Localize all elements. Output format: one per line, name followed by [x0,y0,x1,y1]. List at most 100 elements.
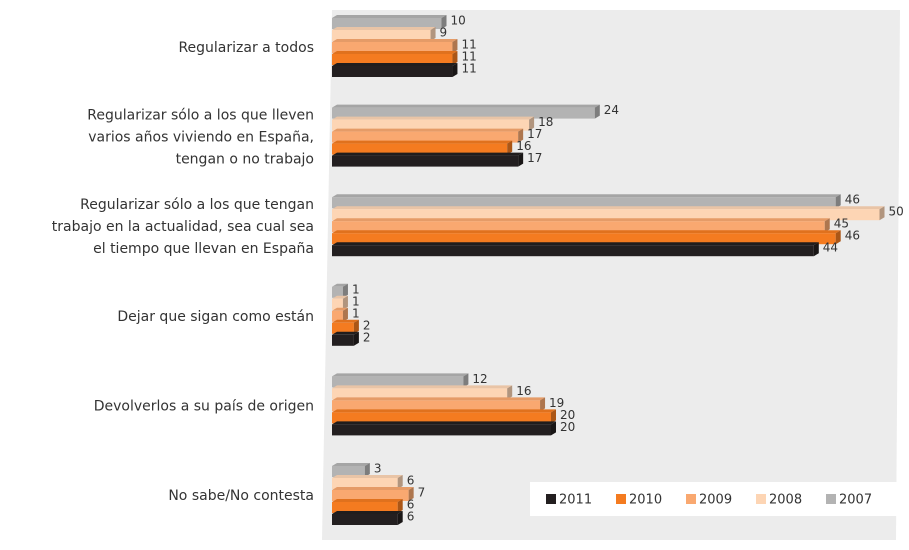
category-label: Regularizar sólo a los que tengan trabajo… [52,197,314,257]
bar-top [332,409,556,413]
value-label: 6 [407,474,415,488]
bar-side [835,230,841,245]
bar-front [332,107,595,119]
bar-side [430,27,436,41]
value-label: 1 [352,282,360,296]
bar [332,218,830,233]
bar-front [332,502,398,513]
bar [332,475,403,489]
bar-side [408,487,414,501]
bar-front [332,298,343,310]
bar-top [332,104,600,108]
value-label: 20 [560,408,575,422]
bar-side [551,421,556,436]
bar-side [507,385,513,400]
category-line: No sabe/No contesta [168,488,314,504]
bar-top [332,463,370,466]
value-label: 17 [527,127,542,141]
bar-front [332,286,343,298]
bar [332,116,535,131]
bar-top [332,39,458,42]
bar [332,104,600,119]
bar-front [332,42,453,53]
value-label: 11 [461,62,476,76]
bar [332,487,414,501]
bar [332,230,841,245]
bar-side [594,104,600,119]
value-label: 19 [549,396,564,410]
legend-label: 2007 [839,493,872,508]
legend-swatch [686,494,696,504]
bar [332,194,841,209]
bar-front [332,54,453,65]
bar-top [332,373,469,377]
bar-top [332,499,403,502]
value-label: 46 [845,193,860,207]
bar-top [332,194,841,198]
bar-front [332,400,541,412]
bar-front [332,197,836,209]
bar-top [332,51,458,54]
bar [332,206,885,221]
bar [332,128,524,143]
bar [332,63,458,77]
bar [332,152,524,167]
bar-front [332,310,343,322]
value-label: 3 [374,462,382,476]
legend-label: 2011 [559,493,592,508]
bar-front [332,18,442,29]
bar [332,331,359,346]
bar-front [332,376,464,388]
value-label: 6 [407,510,415,524]
value-label: 24 [604,103,619,117]
legend-label: 2008 [769,493,802,508]
category-line: tengan o no trabajo [176,152,314,168]
bar-front [332,30,431,41]
value-label: 9 [440,26,448,40]
bar-top [332,152,524,156]
value-label: 10 [451,14,466,28]
bar-front [332,209,880,221]
bar-top [332,331,359,335]
bar-top [332,385,513,389]
bar-side [364,463,370,477]
legend-swatch [826,494,836,504]
category-line: el tiempo que llevan en España [93,241,314,257]
value-label: 7 [418,486,426,500]
bar-side [353,319,359,334]
bar-front [332,466,365,477]
bar-front [332,66,453,77]
value-label: 1 [352,306,360,320]
bar-side [342,283,348,298]
bar-side [518,128,524,143]
bar-top [332,128,524,132]
value-label: 17 [527,151,542,165]
value-label: 2 [363,318,371,332]
value-label: 45 [834,217,849,231]
category-label: Devolverlos a su país de origen [94,398,314,414]
bar-top [332,242,819,246]
bar-top [332,206,885,210]
bar [332,15,447,29]
bar-front [332,424,551,436]
bar [332,242,819,257]
plot-background [322,10,900,540]
bar-top [332,511,403,514]
bar-top [332,140,513,144]
category-label: Dejar que sigan como están [117,309,314,325]
bar [332,27,436,41]
bar-front [332,478,398,489]
value-label: 16 [516,139,531,153]
bar-front [332,143,508,155]
bar [332,319,359,334]
bar-top [332,27,436,30]
bar [332,421,556,436]
bar-side [540,397,546,412]
legend-swatch [616,494,626,504]
bar-side [452,63,458,77]
bar-side [518,152,524,167]
bar-side [452,51,458,65]
bar-side [879,206,885,221]
bar [332,511,403,525]
category-line: varios años viviendo en España, [88,130,314,146]
